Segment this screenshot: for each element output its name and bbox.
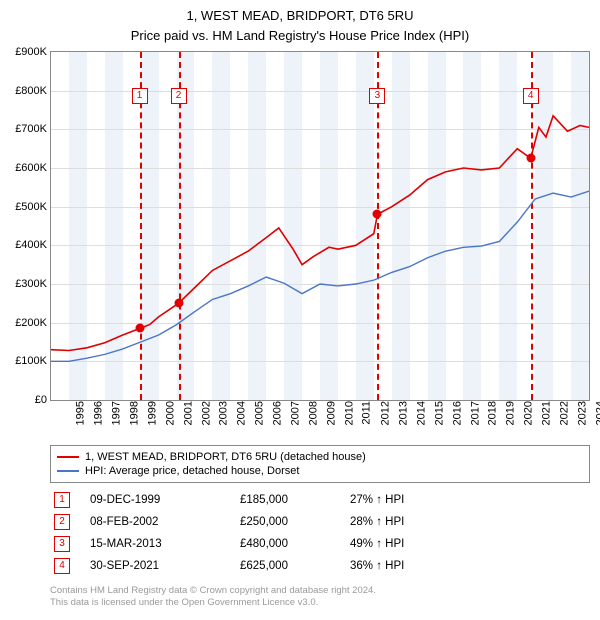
x-tick-label: 2010	[343, 401, 355, 425]
sale-event-marker: 2	[171, 88, 187, 104]
event-number-box: 1	[54, 492, 70, 508]
x-tick-label: 2011	[361, 401, 373, 425]
x-tick-label: 2007	[290, 401, 302, 425]
sale-event-marker: 1	[132, 88, 148, 104]
y-tick-label: £600K	[3, 162, 47, 174]
series-line	[51, 116, 589, 351]
event-pct-vs-hpi: 27% ↑ HPI	[346, 489, 590, 511]
footnote-line-2: This data is licensed under the Open Gov…	[50, 597, 590, 609]
legend-item: 1, WEST MEAD, BRIDPORT, DT6 5RU (detache…	[57, 450, 583, 464]
x-tick-label: 2018	[487, 401, 499, 425]
x-tick-label: 2014	[415, 401, 427, 425]
x-tick-label: 2000	[164, 401, 176, 425]
x-tick-label: 2013	[397, 401, 409, 425]
x-tick-label: 1996	[92, 401, 104, 425]
sale-event-marker: 4	[523, 88, 539, 104]
event-pct-vs-hpi: 36% ↑ HPI	[346, 555, 590, 577]
x-tick-label: 2017	[469, 401, 481, 425]
event-date: 30-SEP-2021	[86, 555, 236, 577]
y-tick-label: £800K	[3, 85, 47, 97]
x-tick-label: 2015	[433, 401, 445, 425]
footnote-line-1: Contains HM Land Registry data © Crown c…	[50, 585, 590, 597]
x-tick-label: 2003	[218, 401, 230, 425]
event-date: 08-FEB-2002	[86, 511, 236, 533]
legend-item: HPI: Average price, detached house, Dors…	[57, 464, 583, 478]
y-tick-label: £200K	[3, 317, 47, 329]
legend-swatch	[57, 456, 79, 458]
y-tick-label: £700K	[3, 123, 47, 135]
event-number-box: 4	[54, 558, 70, 574]
x-tick-label: 2024	[595, 401, 600, 425]
title-line-1: 1, WEST MEAD, BRIDPORT, DT6 5RU	[0, 6, 600, 26]
x-tick-label: 2019	[505, 401, 517, 425]
event-pct-vs-hpi: 49% ↑ HPI	[346, 533, 590, 555]
x-tick-label: 2006	[272, 401, 284, 425]
events-table: 1 09-DEC-1999£185,00027% ↑ HPI 2 08-FEB-200…	[50, 489, 590, 577]
y-tick-label: £100K	[3, 355, 47, 367]
chart-title: 1, WEST MEAD, BRIDPORT, DT6 5RU Price pa…	[0, 0, 600, 47]
y-tick-label: £400K	[3, 239, 47, 251]
x-tick-label: 1997	[110, 401, 122, 425]
legend-label: 1, WEST MEAD, BRIDPORT, DT6 5RU (detache…	[85, 451, 366, 463]
chart-legend: 1, WEST MEAD, BRIDPORT, DT6 5RU (detache…	[50, 445, 590, 483]
x-tick-label: 2001	[182, 401, 194, 425]
event-price: £185,000	[236, 489, 346, 511]
x-axis-ticks: 1995 1996 1997 1998 1999 2000 2001 2002 2003 2004…	[50, 401, 590, 439]
chart-plot-area: £0£100K£200K£300K£400K£500K£600K£700K£80…	[50, 51, 590, 401]
sale-event-dot	[174, 299, 183, 308]
x-tick-label: 2005	[254, 401, 266, 425]
y-tick-label: £300K	[3, 278, 47, 290]
table-row: 3 15-MAR-2013£480,00049% ↑ HPI	[50, 533, 590, 555]
x-tick-label: 2008	[308, 401, 320, 425]
event-date: 15-MAR-2013	[86, 533, 236, 555]
table-row: 2 08-FEB-2002£250,00028% ↑ HPI	[50, 511, 590, 533]
sale-event-dot	[135, 324, 144, 333]
x-tick-label: 2009	[326, 401, 338, 425]
event-number-box: 2	[54, 514, 70, 530]
event-price: £625,000	[236, 555, 346, 577]
x-tick-label: 1999	[146, 401, 158, 425]
x-tick-label: 2020	[523, 401, 535, 425]
copyright-footnote: Contains HM Land Registry data © Crown c…	[50, 585, 590, 610]
x-tick-label: 1995	[74, 401, 86, 425]
y-tick-label: £500K	[3, 201, 47, 213]
sale-event-marker: 3	[369, 88, 385, 104]
series-lines	[51, 52, 589, 400]
x-tick-label: 1998	[128, 401, 140, 425]
event-price: £250,000	[236, 511, 346, 533]
event-price: £480,000	[236, 533, 346, 555]
x-tick-label: 2012	[379, 401, 391, 425]
x-tick-label: 2023	[577, 401, 589, 425]
y-tick-label: £0	[3, 394, 47, 406]
sale-event-dot	[526, 154, 535, 163]
x-tick-label: 2004	[236, 401, 248, 425]
series-line	[51, 191, 589, 361]
event-date: 09-DEC-1999	[86, 489, 236, 511]
title-line-2: Price paid vs. HM Land Registry's House …	[0, 26, 600, 46]
event-number-box: 3	[54, 536, 70, 552]
legend-swatch	[57, 470, 79, 472]
sale-event-dot	[373, 210, 382, 219]
x-tick-label: 2021	[541, 401, 553, 425]
table-row: 4 30-SEP-2021£625,00036% ↑ HPI	[50, 555, 590, 577]
legend-label: HPI: Average price, detached house, Dors…	[85, 465, 299, 477]
y-tick-label: £900K	[3, 46, 47, 58]
sale-events-table: 1 09-DEC-1999£185,00027% ↑ HPI 2 08-FEB-200…	[50, 489, 590, 577]
event-pct-vs-hpi: 28% ↑ HPI	[346, 511, 590, 533]
x-tick-label: 2022	[559, 401, 571, 425]
table-row: 1 09-DEC-1999£185,00027% ↑ HPI	[50, 489, 590, 511]
x-tick-label: 2016	[451, 401, 463, 425]
x-tick-label: 2002	[200, 401, 212, 425]
